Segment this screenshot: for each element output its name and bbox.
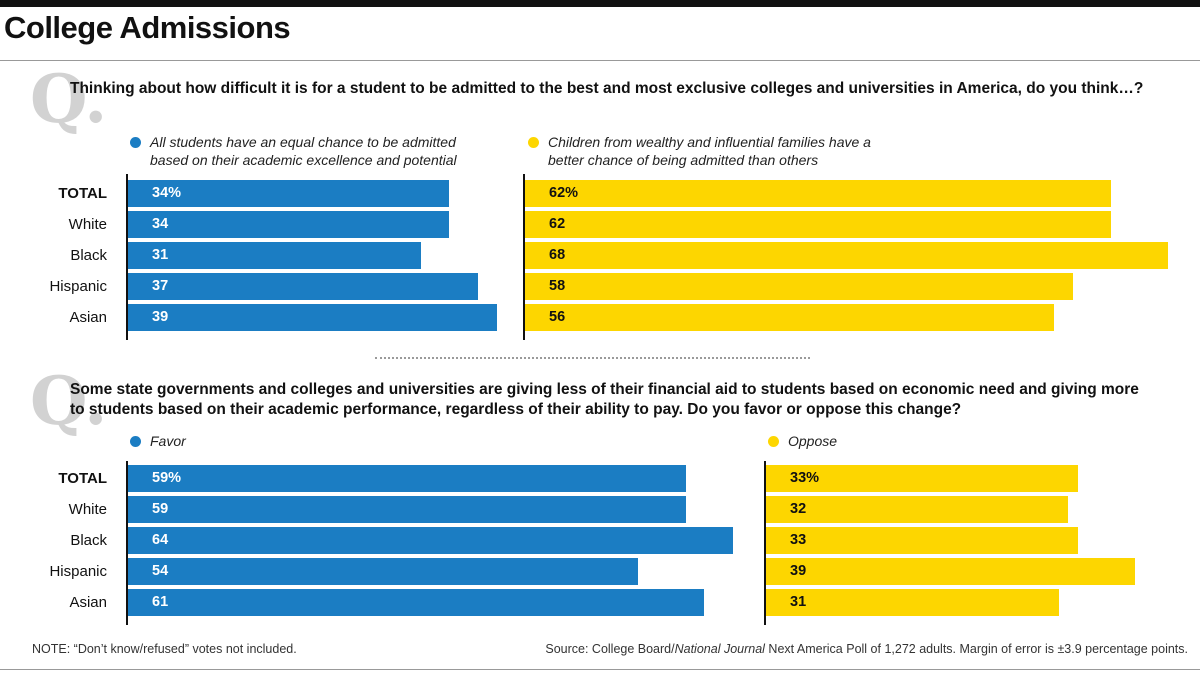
data-label-blue-total: 59% bbox=[152, 470, 182, 486]
data-label-blue-hispanic: 37 bbox=[152, 278, 169, 294]
data-label-yellow-total: 62% bbox=[549, 185, 579, 201]
legend-favor-label: Favor bbox=[150, 433, 186, 449]
legend-equal-chance: All students have an equal chance to be … bbox=[130, 133, 490, 169]
question-1-text: Thinking about how difficult it is for a… bbox=[70, 80, 1144, 97]
legend-blue-dot-icon bbox=[130, 436, 141, 447]
source-prefix: Source: College Board/ bbox=[545, 642, 675, 656]
data-label-blue-asian: 39 bbox=[152, 309, 169, 325]
title-rule bbox=[0, 60, 1200, 61]
data-label-blue-total: 34% bbox=[152, 185, 182, 201]
legend-equal-chance-label: All students have an equal chance to be … bbox=[150, 134, 457, 168]
bar-blue-total bbox=[128, 180, 450, 207]
category-label-asian: Asian bbox=[69, 309, 107, 326]
category-label-black: Black bbox=[70, 247, 107, 264]
section-divider bbox=[375, 357, 810, 359]
category-label-hispanic: Hispanic bbox=[49, 278, 107, 295]
bar-yellow-total bbox=[525, 180, 1111, 207]
bar-yellow-asian bbox=[525, 304, 1055, 331]
bar-blue-white bbox=[128, 211, 450, 238]
data-label-yellow-asian: 31 bbox=[790, 594, 807, 610]
data-label-yellow-white: 32 bbox=[790, 501, 807, 517]
category-label-asian: Asian bbox=[69, 594, 107, 611]
chart-2-left-axis bbox=[126, 461, 128, 625]
question-2-q-mark: Q. bbox=[30, 362, 108, 440]
legend-oppose: Oppose bbox=[768, 432, 968, 450]
category-label-total: TOTAL bbox=[58, 185, 107, 202]
bar-yellow-hispanic bbox=[766, 558, 1135, 585]
source-publication: National Journal bbox=[674, 642, 765, 656]
legend-yellow-dot-icon bbox=[528, 137, 539, 148]
legend-oppose-label: Oppose bbox=[788, 433, 838, 449]
legend-wealthy-families-label: Children from wealthy and influential fa… bbox=[548, 134, 871, 168]
chart-1-right-axis bbox=[523, 174, 525, 340]
data-label-yellow-white: 62 bbox=[549, 216, 566, 232]
bar-yellow-black bbox=[766, 527, 1078, 554]
data-label-yellow-total: 33% bbox=[790, 470, 820, 486]
bar-yellow-white bbox=[766, 496, 1069, 523]
data-label-yellow-black: 33 bbox=[790, 532, 807, 548]
data-label-blue-white: 34 bbox=[152, 216, 169, 232]
data-label-yellow-hispanic: 39 bbox=[790, 563, 807, 579]
data-label-blue-black: 31 bbox=[152, 247, 169, 263]
bar-blue-white bbox=[128, 496, 686, 523]
source-suffix: Next America Poll of 1,272 adults. Margi… bbox=[764, 642, 1188, 656]
bar-blue-hispanic bbox=[128, 558, 639, 585]
bar-yellow-total bbox=[766, 465, 1078, 492]
bar-blue-asian bbox=[128, 304, 497, 331]
bar-blue-black bbox=[128, 527, 733, 554]
chart-1-left-axis bbox=[126, 174, 128, 340]
data-label-blue-black: 64 bbox=[152, 532, 169, 548]
bar-blue-total bbox=[128, 465, 686, 492]
data-label-blue-asian: 61 bbox=[152, 594, 169, 610]
data-label-blue-white: 59 bbox=[152, 501, 169, 517]
question-1-q-mark: Q. bbox=[30, 60, 108, 138]
category-label-black: Black bbox=[70, 532, 107, 549]
question-2-text: Some state governments and colleges and … bbox=[70, 381, 1139, 418]
chart-2-right-axis bbox=[764, 461, 766, 625]
data-label-yellow-hispanic: 58 bbox=[549, 278, 566, 294]
category-label-hispanic: Hispanic bbox=[49, 563, 107, 580]
bar-blue-hispanic bbox=[128, 273, 478, 300]
bar-yellow-black bbox=[525, 242, 1168, 269]
top-rule bbox=[0, 0, 1200, 7]
category-label-white: White bbox=[68, 501, 107, 518]
footer-rule bbox=[0, 669, 1200, 670]
bar-blue-black bbox=[128, 242, 421, 269]
footer-source: Source: College Board/National Journal N… bbox=[545, 642, 1188, 656]
data-label-blue-hispanic: 54 bbox=[152, 563, 169, 579]
bar-yellow-hispanic bbox=[525, 273, 1074, 300]
data-label-yellow-black: 68 bbox=[549, 247, 566, 263]
bar-yellow-asian bbox=[766, 589, 1059, 616]
data-label-yellow-asian: 56 bbox=[549, 309, 566, 325]
bar-yellow-white bbox=[525, 211, 1111, 238]
legend-wealthy-families: Children from wealthy and influential fa… bbox=[528, 133, 898, 169]
bar-blue-asian bbox=[128, 589, 705, 616]
legend-blue-dot-icon bbox=[130, 137, 141, 148]
category-label-white: White bbox=[68, 216, 107, 233]
category-label-total: TOTAL bbox=[58, 470, 107, 487]
legend-yellow-dot-icon bbox=[768, 436, 779, 447]
legend-favor: Favor bbox=[130, 432, 330, 450]
footer-note: NOTE: “Don’t know/refused” votes not inc… bbox=[32, 642, 297, 656]
page-title: College Admissions bbox=[4, 10, 291, 45]
